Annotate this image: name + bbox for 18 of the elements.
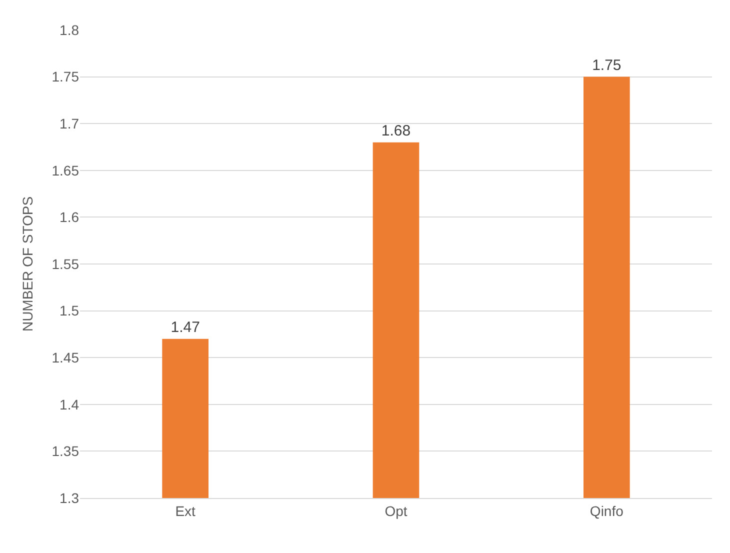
data-label: 1.75 <box>592 56 622 74</box>
y-tick-label: 1.45 <box>52 350 80 366</box>
y-tick-label: 1.5 <box>60 302 80 319</box>
y-axis-title: NUMBER OF STOPS <box>19 196 36 332</box>
y-tick-label: 1.8 <box>60 22 80 38</box>
x-tick-label: Qinfo <box>590 502 624 519</box>
y-tick-label: 1.4 <box>60 396 80 412</box>
y-tick-label: 1.7 <box>60 116 80 132</box>
data-label: 1.47 <box>170 318 200 336</box>
y-tick-label: 1.55 <box>52 256 80 272</box>
x-tick-label: Ext <box>175 502 196 519</box>
data-label: 1.68 <box>381 122 411 140</box>
y-tick-label: 1.75 <box>52 68 80 85</box>
y-tick-label: 1.6 <box>60 209 80 226</box>
y-tick-label: 1.65 <box>52 162 80 178</box>
y-tick-label: 1.3 <box>60 490 80 506</box>
y-tick-label: 1.35 <box>52 443 80 460</box>
x-tick-label: Opt <box>384 502 408 519</box>
